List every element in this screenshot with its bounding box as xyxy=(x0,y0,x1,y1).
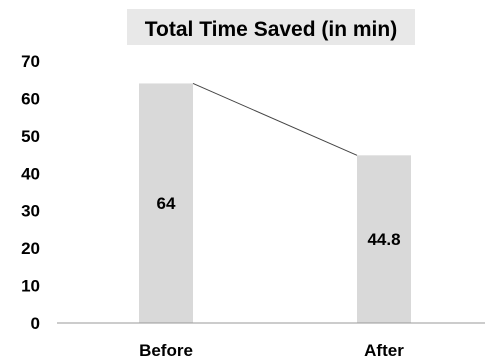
chart-title-text: Total Time Saved (in min) xyxy=(145,18,397,41)
data-label-after: 44.8 xyxy=(367,230,400,249)
y-tick-label: 50 xyxy=(21,127,40,146)
y-axis-ticks: 0 10 20 30 40 50 60 70 xyxy=(21,52,40,333)
chart-title: Total Time Saved (in min) xyxy=(127,9,415,45)
data-labels: 64 44.8 xyxy=(157,194,401,249)
y-tick-label: 0 xyxy=(31,314,40,333)
bar-after xyxy=(357,155,411,323)
data-label-before: 64 xyxy=(157,194,176,213)
x-axis-labels: Before After xyxy=(139,341,404,360)
y-tick-label: 60 xyxy=(21,89,40,108)
y-tick-label: 20 xyxy=(21,239,40,258)
y-tick-label: 40 xyxy=(21,164,40,183)
connector-line xyxy=(192,82,358,156)
bars xyxy=(139,83,411,323)
y-tick-label: 30 xyxy=(21,202,40,221)
y-tick-label: 10 xyxy=(21,277,40,296)
x-category-label-after: After xyxy=(364,341,404,360)
y-tick-label: 70 xyxy=(21,52,40,71)
x-category-label-before: Before xyxy=(139,341,193,360)
chart-title-background xyxy=(127,9,415,45)
bar-before xyxy=(139,83,193,323)
connector-lines xyxy=(192,82,358,156)
